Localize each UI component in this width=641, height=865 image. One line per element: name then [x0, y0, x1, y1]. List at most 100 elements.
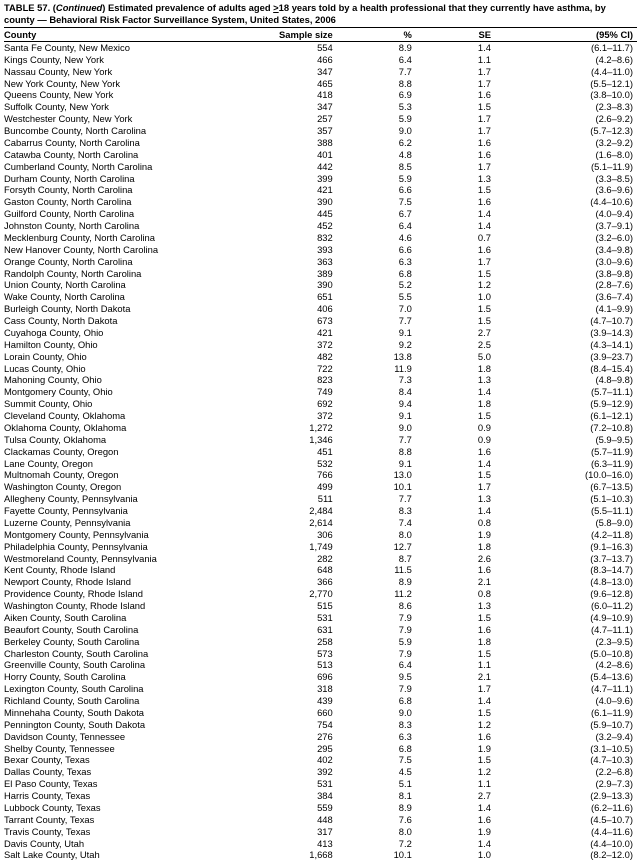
table-row: Washington County, Oregon49910.11.7(6.7–… — [4, 481, 637, 493]
table-row: Minnehaha County, South Dakota6609.01.5(… — [4, 707, 637, 719]
cell-sample-size: 372 — [235, 338, 336, 350]
cell-se: 1.9 — [416, 825, 495, 837]
cell-county: Allegheny County, Pennsylvania — [4, 493, 235, 505]
cell-ci: (3.3–8.5) — [495, 172, 637, 184]
cell-ci: (1.6–8.0) — [495, 148, 637, 160]
table-row: Berkeley County, South Carolina2585.91.8… — [4, 635, 637, 647]
cell-sample-size: 1,272 — [235, 422, 336, 434]
cell-county: Fayette County, Pennsylvania — [4, 505, 235, 517]
cell-ci: (6.7–13.5) — [495, 481, 637, 493]
cell-county: Suffolk County, New York — [4, 101, 235, 113]
cell-pct: 7.4 — [337, 517, 416, 529]
cell-pct: 4.5 — [337, 766, 416, 778]
cell-sample-size: 366 — [235, 576, 336, 588]
cell-county: Forsyth County, North Carolina — [4, 184, 235, 196]
table-row: Fayette County, Pennsylvania2,4848.31.4(… — [4, 505, 637, 517]
cell-se: 1.3 — [416, 493, 495, 505]
table-row: Queens County, New York4186.91.6(3.8–10.… — [4, 89, 637, 101]
cell-se: 1.5 — [416, 267, 495, 279]
cell-pct: 7.9 — [337, 612, 416, 624]
cell-county: New York County, New York — [4, 77, 235, 89]
cell-pct: 9.0 — [337, 422, 416, 434]
cell-pct: 13.0 — [337, 469, 416, 481]
cell-ci: (3.9–14.3) — [495, 327, 637, 339]
cell-pct: 7.9 — [337, 623, 416, 635]
cell-sample-size: 401 — [235, 148, 336, 160]
table-row: Luzerne County, Pennsylvania2,6147.40.8(… — [4, 517, 637, 529]
cell-ci: (10.0–16.0) — [495, 469, 637, 481]
cell-sample-size: 749 — [235, 386, 336, 398]
cell-ci: (5.7–11.1) — [495, 386, 637, 398]
table-row: Mecklenburg County, North Carolina8324.6… — [4, 232, 637, 244]
table-row: Charleston County, South Carolina5737.91… — [4, 647, 637, 659]
cell-se: 1.6 — [416, 243, 495, 255]
cell-ci: (3.1–10.5) — [495, 742, 637, 754]
header-se: SE — [416, 27, 495, 41]
cell-se: 1.2 — [416, 766, 495, 778]
cell-sample-size: 357 — [235, 125, 336, 137]
cell-se: 2.6 — [416, 552, 495, 564]
cell-ci: (4.0–9.6) — [495, 695, 637, 707]
cell-ci: (5.1–11.9) — [495, 160, 637, 172]
cell-se: 1.6 — [416, 137, 495, 149]
cell-sample-size: 306 — [235, 528, 336, 540]
cell-sample-size: 1,668 — [235, 849, 336, 861]
cell-pct: 11.2 — [337, 588, 416, 600]
cell-se: 1.4 — [416, 505, 495, 517]
header-row: County Sample size % SE (95% CI) — [4, 27, 637, 41]
cell-ci: (5.9–9.5) — [495, 433, 637, 445]
cell-se: 1.5 — [416, 101, 495, 113]
cell-county: Horry County, South Carolina — [4, 671, 235, 683]
cell-sample-size: 766 — [235, 469, 336, 481]
cell-ci: (6.1–11.7) — [495, 41, 637, 53]
cell-pct: 5.3 — [337, 101, 416, 113]
cell-sample-size: 406 — [235, 303, 336, 315]
table-row: Cass County, North Dakota6737.71.5(4.7–1… — [4, 315, 637, 327]
cell-county: Queens County, New York — [4, 89, 235, 101]
header-sample-size: Sample size — [235, 27, 336, 41]
cell-county: Cuyahoga County, Ohio — [4, 327, 235, 339]
cell-se: 1.5 — [416, 754, 495, 766]
cell-ci: (4.5–10.7) — [495, 813, 637, 825]
cell-sample-size: 692 — [235, 398, 336, 410]
table-row: Beaufort County, South Carolina6317.91.6… — [4, 623, 637, 635]
cell-pct: 7.9 — [337, 647, 416, 659]
cell-ci: (4.4–11.6) — [495, 825, 637, 837]
table-row: Gaston County, North Carolina3907.51.6(4… — [4, 196, 637, 208]
prevalence-table: County Sample size % SE (95% CI) Santa F… — [4, 27, 637, 861]
cell-se: 1.4 — [416, 457, 495, 469]
cell-pct: 9.0 — [337, 707, 416, 719]
cell-pct: 8.6 — [337, 600, 416, 612]
cell-ci: (6.1–12.1) — [495, 410, 637, 422]
table-row: Guilford County, North Carolina4456.71.4… — [4, 208, 637, 220]
cell-se: 1.7 — [416, 160, 495, 172]
cell-ci: (4.4–10.0) — [495, 837, 637, 849]
cell-pct: 9.1 — [337, 457, 416, 469]
cell-pct: 9.2 — [337, 338, 416, 350]
cell-ci: (4.7–11.1) — [495, 623, 637, 635]
cell-sample-size: 413 — [235, 837, 336, 849]
cell-sample-size: 399 — [235, 172, 336, 184]
cell-county: Mecklenburg County, North Carolina — [4, 232, 235, 244]
cell-se: 1.5 — [416, 315, 495, 327]
cell-pct: 7.3 — [337, 374, 416, 386]
cell-ci: (4.8–9.8) — [495, 374, 637, 386]
table-row: Dallas County, Texas3924.51.2(2.2–6.8) — [4, 766, 637, 778]
cell-county: Nassau County, New York — [4, 65, 235, 77]
cell-county: Davidson County, Tennessee — [4, 730, 235, 742]
cell-sample-size: 372 — [235, 410, 336, 422]
cell-pct: 6.8 — [337, 742, 416, 754]
cell-sample-size: 388 — [235, 137, 336, 149]
cell-se: 0.8 — [416, 517, 495, 529]
table-row: Davidson County, Tennessee2766.31.6(3.2–… — [4, 730, 637, 742]
cell-county: Union County, North Carolina — [4, 279, 235, 291]
cell-county: Harris County, Texas — [4, 790, 235, 802]
cell-ci: (2.2–6.8) — [495, 766, 637, 778]
cell-pct: 9.1 — [337, 410, 416, 422]
cell-se: 1.6 — [416, 564, 495, 576]
cell-sample-size: 554 — [235, 41, 336, 53]
cell-pct: 7.7 — [337, 65, 416, 77]
cell-county: Cass County, North Dakota — [4, 315, 235, 327]
cell-pct: 6.7 — [337, 208, 416, 220]
cell-sample-size: 276 — [235, 730, 336, 742]
